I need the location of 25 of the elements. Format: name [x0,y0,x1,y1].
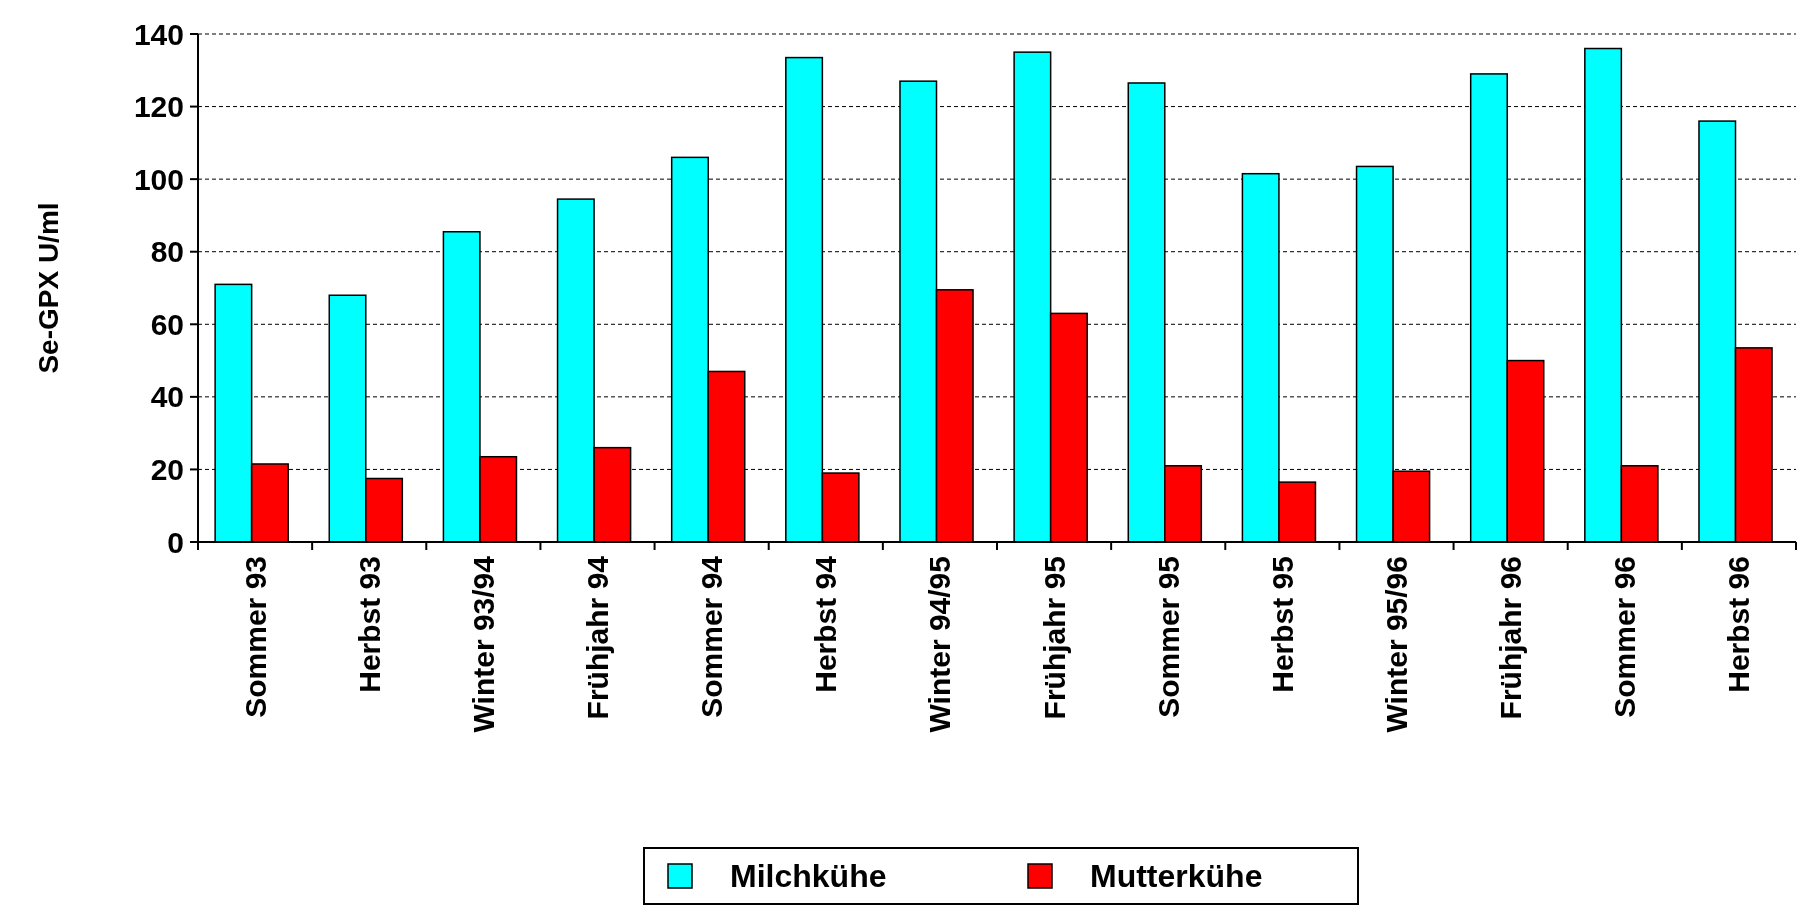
y-tick-label: 100 [133,162,184,196]
x-tick-label: Sommer 95 [1151,556,1185,718]
x-tick-label: Frühjahr 96 [1494,556,1528,720]
x-tick-label: Winter 93/94 [466,555,500,733]
x-tick-label: Frühjahr 94 [581,555,614,720]
x-tick-label: Frühjahr 95 [1037,556,1071,720]
x-tick-label: Winter 95/96 [1380,556,1413,733]
legend-label: Mutterkühe [1090,858,1263,895]
y-tick-label: 140 [133,17,184,51]
x-tick-label: Sommer 94 [695,555,729,718]
y-axis-title: Se-GPX U/ml [32,202,64,374]
x-tick-label: Herbst 96 [1722,556,1756,693]
x-tick-label: Sommer 96 [1608,556,1642,718]
y-tick-label: 40 [150,380,184,414]
x-tick-label: Herbst 95 [1265,556,1299,693]
x-tick-label: Herbst 94 [809,555,843,693]
y-tick-label: 120 [133,90,184,124]
x-tick-label: Winter 94/95 [923,556,957,733]
y-tick-label: 20 [150,452,184,486]
x-tick-label: Sommer 93 [238,556,272,718]
y-tick-label: 80 [150,235,184,269]
legend-label: Milchkühe [730,858,887,895]
x-tick-label: Herbst 93 [352,556,386,693]
y-tick-label: 0 [167,525,184,559]
y-tick-label: 60 [150,307,184,341]
